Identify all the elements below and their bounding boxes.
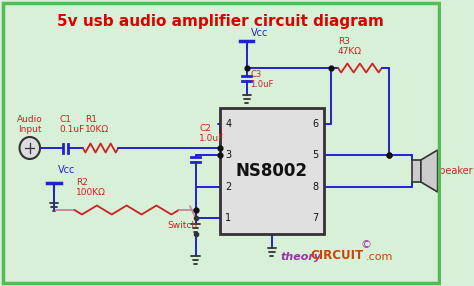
Text: .com: .com — [365, 252, 393, 262]
Text: 5v usb audio amplifier circuit diagram: 5v usb audio amplifier circuit diagram — [57, 14, 384, 29]
Text: 1: 1 — [225, 213, 231, 223]
Bar — [220, 108, 324, 234]
Text: R3
47KΩ: R3 47KΩ — [338, 37, 362, 56]
Text: 8: 8 — [312, 182, 319, 192]
Text: C1
0.1uF: C1 0.1uF — [60, 115, 85, 134]
Text: theory: theory — [280, 252, 321, 262]
Text: Speaker: Speaker — [433, 166, 473, 176]
Text: 6: 6 — [312, 119, 319, 129]
Text: 4: 4 — [225, 119, 231, 129]
Text: Switch: Switch — [168, 221, 198, 231]
Text: Vcc: Vcc — [250, 28, 268, 38]
Text: 3: 3 — [225, 150, 231, 160]
Text: 7: 7 — [312, 213, 319, 223]
Text: Audio
Input: Audio Input — [17, 115, 43, 134]
Text: R2
100KΩ: R2 100KΩ — [76, 178, 106, 197]
Polygon shape — [421, 150, 438, 192]
Circle shape — [19, 137, 40, 159]
Text: NS8002: NS8002 — [236, 162, 308, 180]
Text: R1
10KΩ: R1 10KΩ — [85, 115, 109, 134]
Bar — [411, 160, 421, 182]
Text: C2
1.0uF: C2 1.0uF — [199, 124, 225, 143]
Text: 2: 2 — [225, 182, 232, 192]
Text: Vcc: Vcc — [58, 165, 75, 175]
Text: ©: © — [360, 240, 372, 250]
Text: 5: 5 — [312, 150, 319, 160]
Text: C3
1.0uF: C3 1.0uF — [250, 70, 274, 90]
Text: CIRCUIT: CIRCUIT — [310, 249, 363, 262]
